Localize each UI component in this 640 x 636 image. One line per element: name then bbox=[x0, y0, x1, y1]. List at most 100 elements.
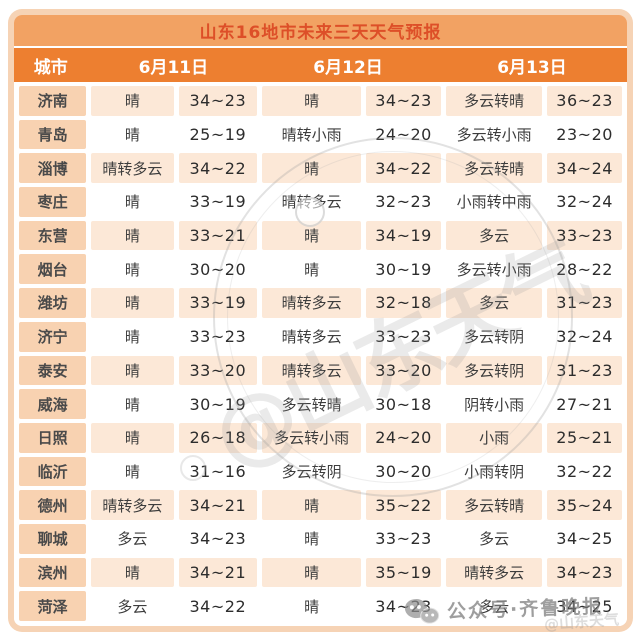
temperature-range: 34~23 bbox=[547, 557, 622, 588]
weather-condition: 晴 bbox=[91, 220, 174, 251]
weather-condition: 多云转晴 bbox=[445, 86, 543, 116]
weather-condition: 晴 bbox=[91, 557, 174, 588]
weather-condition: 多云转小雨 bbox=[262, 422, 362, 453]
weather-condition: 晴转多云 bbox=[262, 187, 362, 217]
temperature-range: 34~22 bbox=[178, 153, 258, 184]
temperature-range: 34~21 bbox=[178, 490, 258, 520]
weather-condition: 多云转阴 bbox=[445, 355, 543, 386]
temperature-range: 33~19 bbox=[178, 187, 258, 217]
weather-condition: 多云转阴 bbox=[262, 456, 362, 487]
weather-condition: 多云 bbox=[91, 523, 174, 554]
temperature-range: 34~23 bbox=[178, 523, 258, 554]
weather-condition: 晴转多云 bbox=[91, 490, 174, 520]
weather-condition: 晴 bbox=[91, 389, 174, 419]
weather-condition: 晴 bbox=[91, 187, 174, 217]
header-date-1: 6月11日 bbox=[138, 57, 209, 78]
temperature-range: 31~23 bbox=[547, 355, 622, 386]
weather-condition: 晴 bbox=[262, 254, 362, 285]
weather-condition: 晴转多云 bbox=[91, 153, 174, 184]
forecast-card-inner: 山东16地市未来三天天气预报 城市 6月11日 6月12日 6月13日 济南晴 3… bbox=[14, 15, 627, 626]
temperature-range: 34~23 bbox=[178, 86, 258, 116]
temperature-range: 34~23 bbox=[366, 591, 441, 621]
temperature-range: 34~22 bbox=[178, 591, 258, 621]
temperature-range: 32~22 bbox=[547, 456, 622, 487]
temperature-range: 26~18 bbox=[178, 422, 258, 453]
forecast-card: 山东16地市未来三天天气预报 城市 6月11日 6月12日 6月13日 济南晴 3… bbox=[8, 9, 633, 634]
page-title: 山东16地市未来三天天气预报 bbox=[14, 15, 627, 46]
city-name: 淄博 bbox=[19, 153, 87, 184]
temperature-range: 34~25 bbox=[547, 591, 622, 621]
weather-condition: 晴 bbox=[91, 355, 174, 386]
temperature-range: 25~19 bbox=[178, 119, 258, 150]
temperature-range: 28~22 bbox=[547, 254, 622, 285]
weather-condition: 阴转小雨 bbox=[445, 389, 543, 419]
weather-condition: 晴 bbox=[262, 557, 362, 588]
city-name: 威海 bbox=[19, 389, 87, 419]
weather-condition: 晴转多云 bbox=[262, 321, 362, 352]
temperature-range: 33~19 bbox=[178, 288, 258, 318]
temperature-range: 33~23 bbox=[178, 321, 258, 352]
weather-condition: 晴转多云 bbox=[262, 355, 362, 386]
weather-condition: 小雨转中雨 bbox=[445, 187, 543, 217]
temperature-range: 34~23 bbox=[366, 86, 441, 116]
city-name: 泰安 bbox=[19, 355, 87, 386]
header-date-2: 6月12日 bbox=[313, 57, 383, 78]
temperature-range: 34~19 bbox=[366, 220, 441, 251]
weather-condition: 多云转晴 bbox=[445, 153, 543, 184]
weather-condition: 多云转晴 bbox=[262, 389, 362, 419]
temperature-range: 33~23 bbox=[547, 220, 622, 251]
temperature-range: 32~24 bbox=[547, 321, 622, 352]
city-name: 潍坊 bbox=[19, 288, 87, 318]
weather-condition: 晴 bbox=[91, 422, 174, 453]
temperature-range: 33~21 bbox=[178, 220, 258, 251]
city-name: 东营 bbox=[19, 220, 87, 251]
city-name: 日照 bbox=[19, 422, 87, 453]
weather-condition: 晴 bbox=[262, 490, 362, 520]
temperature-range: 34~25 bbox=[547, 523, 622, 554]
city-name: 滨州 bbox=[19, 557, 87, 588]
weather-condition: 多云 bbox=[445, 523, 543, 554]
temperature-range: 24~20 bbox=[366, 119, 441, 150]
header-date-3: 6月13日 bbox=[497, 57, 567, 78]
weather-condition: 晴 bbox=[91, 321, 174, 352]
weather-condition: 多云转小雨 bbox=[445, 119, 543, 150]
header-city-column: 城市 bbox=[33, 57, 68, 78]
weather-condition: 晴转小雨 bbox=[262, 119, 362, 150]
weather-condition: 小雨 bbox=[445, 422, 543, 453]
weather-condition: 多云转小雨 bbox=[445, 254, 543, 285]
weather-condition: 晴 bbox=[262, 86, 362, 116]
city-name: 青岛 bbox=[19, 119, 87, 150]
weather-condition: 晴 bbox=[91, 119, 174, 150]
temperature-range: 35~22 bbox=[366, 490, 441, 520]
city-name: 德州 bbox=[19, 490, 87, 520]
temperature-range: 23~20 bbox=[547, 119, 622, 150]
temperature-range: 34~24 bbox=[547, 153, 622, 184]
weather-condition: 晴 bbox=[262, 220, 362, 251]
weather-condition: 晴 bbox=[91, 456, 174, 487]
weather-condition: 晴 bbox=[91, 288, 174, 318]
weather-condition: 晴 bbox=[262, 153, 362, 184]
weather-condition: 多云 bbox=[445, 591, 543, 621]
temperature-range: 30~19 bbox=[178, 389, 258, 419]
weather-condition: 多云转阴 bbox=[445, 321, 543, 352]
temperature-range: 27~21 bbox=[547, 389, 622, 419]
weather-condition: 晴 bbox=[91, 86, 174, 116]
weather-condition: 晴 bbox=[91, 254, 174, 285]
weather-condition: 多云 bbox=[445, 288, 543, 318]
city-name: 烟台 bbox=[19, 254, 87, 285]
temperature-range: 32~18 bbox=[366, 288, 441, 318]
temperature-range: 33~20 bbox=[178, 355, 258, 386]
temperature-range: 36~23 bbox=[547, 86, 622, 116]
temperature-range: 34~22 bbox=[366, 153, 441, 184]
weather-condition: 多云 bbox=[91, 591, 174, 621]
city-name: 济南 bbox=[19, 86, 87, 116]
temperature-range: 30~20 bbox=[366, 456, 441, 487]
temperature-range: 30~18 bbox=[366, 389, 441, 419]
weather-condition: 晴 bbox=[262, 523, 362, 554]
weather-condition: 晴转多云 bbox=[262, 288, 362, 318]
weather-condition: 晴 bbox=[262, 591, 362, 621]
temperature-range: 24~20 bbox=[366, 422, 441, 453]
city-name: 聊城 bbox=[19, 523, 87, 554]
temperature-range: 31~23 bbox=[547, 288, 622, 318]
